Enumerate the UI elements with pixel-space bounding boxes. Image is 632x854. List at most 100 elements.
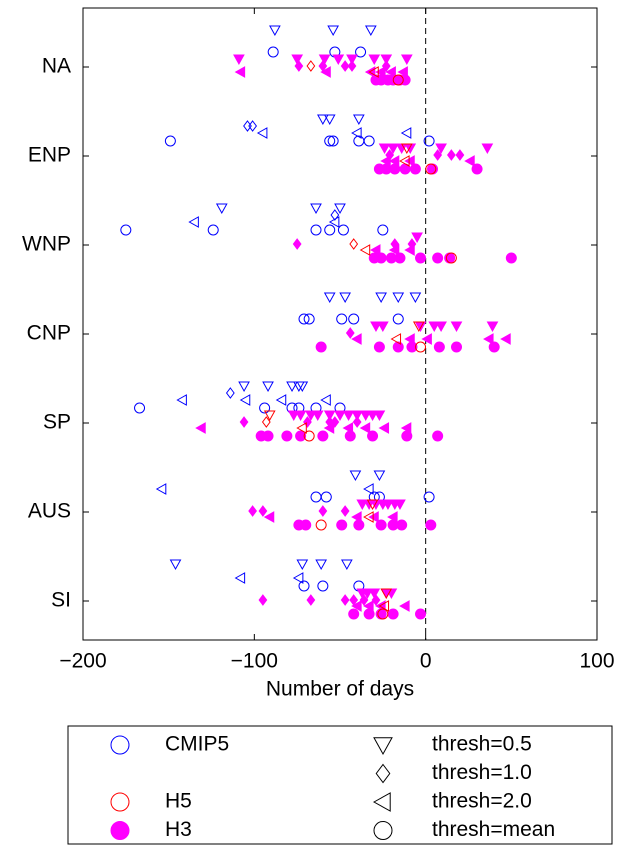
point bbox=[310, 224, 322, 236]
point bbox=[432, 252, 444, 264]
point bbox=[377, 224, 389, 236]
point bbox=[294, 60, 304, 72]
point bbox=[500, 333, 511, 345]
point bbox=[401, 430, 413, 442]
point bbox=[120, 224, 132, 236]
point bbox=[404, 244, 415, 256]
point bbox=[412, 321, 425, 333]
point bbox=[267, 46, 279, 58]
point bbox=[370, 321, 382, 333]
point bbox=[294, 410, 307, 422]
point bbox=[375, 519, 387, 531]
point bbox=[256, 127, 268, 139]
y-tick-label: CNP bbox=[27, 322, 71, 345]
x-axis-label: Number of days bbox=[266, 678, 414, 701]
point bbox=[397, 66, 408, 78]
point bbox=[446, 149, 456, 161]
point bbox=[373, 341, 385, 353]
point bbox=[233, 54, 245, 66]
point bbox=[394, 499, 406, 511]
point bbox=[371, 594, 381, 606]
point bbox=[378, 600, 390, 612]
point bbox=[428, 321, 441, 333]
point bbox=[356, 499, 369, 511]
point bbox=[323, 422, 335, 434]
point bbox=[464, 155, 475, 167]
x-tick-label: −200 bbox=[59, 650, 106, 673]
point bbox=[324, 224, 336, 236]
point bbox=[451, 341, 463, 353]
point bbox=[134, 402, 146, 414]
point bbox=[327, 135, 339, 147]
point bbox=[376, 321, 389, 333]
point bbox=[400, 127, 412, 139]
point bbox=[261, 416, 271, 428]
point bbox=[363, 483, 374, 495]
point bbox=[404, 155, 415, 167]
point bbox=[351, 511, 362, 523]
point bbox=[366, 499, 379, 511]
point bbox=[234, 66, 246, 78]
point bbox=[317, 580, 329, 592]
point bbox=[486, 321, 499, 333]
point bbox=[207, 224, 219, 236]
point bbox=[435, 321, 447, 333]
legend-symbol bbox=[375, 763, 391, 784]
point bbox=[292, 572, 304, 584]
point bbox=[409, 292, 422, 304]
point bbox=[359, 410, 372, 422]
point bbox=[387, 511, 398, 523]
point bbox=[363, 600, 374, 612]
point bbox=[298, 580, 310, 592]
point bbox=[303, 430, 315, 442]
point bbox=[337, 224, 349, 236]
point bbox=[378, 143, 391, 155]
point bbox=[334, 203, 346, 215]
point bbox=[411, 232, 423, 244]
legend-label: CMIP5 bbox=[165, 733, 229, 756]
point bbox=[263, 410, 276, 422]
point bbox=[296, 422, 307, 434]
point bbox=[355, 46, 367, 58]
point bbox=[388, 244, 400, 256]
point bbox=[320, 394, 331, 406]
point bbox=[306, 594, 316, 606]
plot-frame bbox=[82, 7, 598, 641]
point bbox=[340, 60, 350, 72]
point bbox=[392, 341, 404, 353]
point bbox=[323, 410, 336, 422]
point bbox=[425, 519, 437, 531]
point bbox=[291, 54, 304, 66]
x-tick-label: −100 bbox=[231, 650, 278, 673]
point bbox=[375, 600, 386, 612]
point bbox=[363, 511, 374, 523]
point bbox=[339, 292, 351, 304]
point bbox=[361, 588, 374, 600]
point bbox=[176, 394, 187, 406]
point bbox=[396, 519, 408, 531]
point bbox=[375, 252, 387, 264]
point bbox=[369, 244, 381, 256]
point bbox=[433, 149, 443, 161]
point bbox=[392, 74, 404, 86]
point bbox=[409, 163, 421, 175]
legend-box bbox=[67, 725, 613, 845]
point bbox=[389, 163, 401, 175]
point bbox=[342, 422, 354, 434]
point bbox=[368, 588, 381, 600]
point bbox=[415, 252, 427, 264]
point bbox=[368, 54, 381, 66]
point bbox=[215, 203, 228, 215]
point bbox=[155, 483, 167, 495]
point bbox=[392, 313, 404, 325]
point bbox=[195, 422, 206, 434]
point bbox=[380, 588, 393, 600]
y-tick-label: SI bbox=[51, 589, 71, 612]
point bbox=[373, 470, 386, 482]
point bbox=[324, 135, 336, 147]
point bbox=[259, 402, 271, 414]
point bbox=[399, 155, 410, 167]
point bbox=[286, 381, 298, 393]
point bbox=[330, 209, 340, 221]
point bbox=[404, 333, 415, 345]
